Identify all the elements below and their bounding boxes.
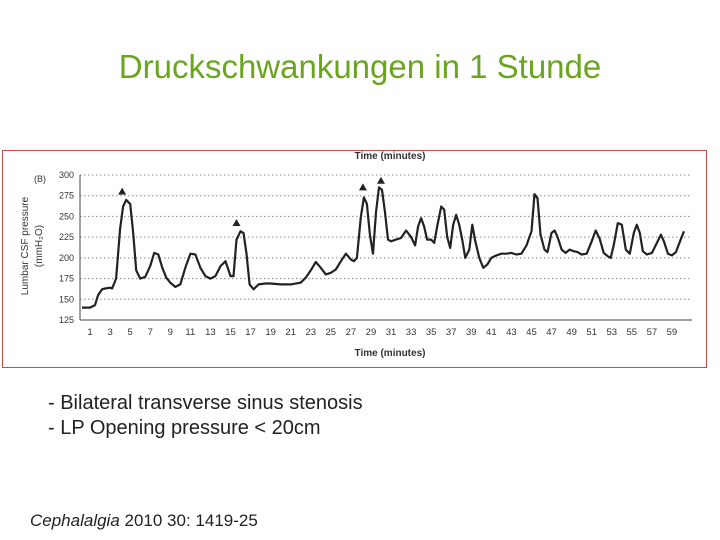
- y-tick-label: 275: [59, 191, 74, 201]
- x-tick-label: 53: [606, 327, 617, 338]
- x-tick-label: 57: [647, 327, 658, 338]
- y-tick-label: 150: [59, 294, 74, 304]
- bullet-item: - Bilateral transverse sinus stenosis: [48, 392, 363, 414]
- peak-marker: [118, 187, 127, 195]
- x-tick-label: 19: [265, 327, 276, 338]
- x-tick-label: 25: [326, 327, 337, 338]
- x-tick-label: 41: [486, 327, 497, 338]
- csf-pressure-figure: Time (minutes) (B) Lumbar CSF pressure (…: [0, 148, 720, 370]
- x-tick-label: 1: [87, 327, 92, 338]
- x-tick-label: 13: [205, 327, 216, 338]
- y-tick-label: 250: [59, 211, 74, 221]
- y-tick-label: 125: [59, 315, 74, 325]
- x-tick-label: 47: [546, 327, 557, 338]
- x-tick-label: 21: [285, 327, 296, 338]
- citation-details: 2010 30: 1419-25: [119, 511, 258, 530]
- x-tick-label: 51: [586, 327, 597, 338]
- csf-pressure-chart: Time (minutes) (B) Lumbar CSF pressure (…: [20, 151, 692, 359]
- x-tick-label: 3: [107, 327, 112, 338]
- x-tick-label: 29: [366, 327, 377, 338]
- citation: Cephalalgia 2010 30: 1419-25: [30, 511, 258, 531]
- x-tick-label: 35: [426, 327, 437, 338]
- x-tick-label: 55: [627, 327, 638, 338]
- x-tick-label: 39: [466, 327, 477, 338]
- x-axis-label: Time (minutes): [355, 348, 426, 359]
- x-tick-label: 45: [526, 327, 537, 338]
- bullet-item: - LP Opening pressure < 20cm: [48, 417, 321, 439]
- axes: [79, 175, 692, 321]
- x-tick-label: 31: [386, 327, 397, 338]
- x-tick-label: 15: [225, 327, 236, 338]
- x-tick-label: 11: [185, 327, 195, 338]
- x-tick-label: 37: [446, 327, 457, 338]
- panel-label: (B): [34, 174, 46, 184]
- y-tick-label: 300: [59, 170, 74, 180]
- x-tick-label: 33: [406, 327, 417, 338]
- csf-pressure-line: [82, 186, 686, 309]
- x-tick-label: 23: [305, 327, 316, 338]
- pressure-line-layer: [82, 186, 686, 309]
- peak-marker: [232, 219, 241, 227]
- x-tick-label: 27: [346, 327, 357, 338]
- bullet-list: - Bilateral transverse sinus stenosis - …: [48, 391, 363, 441]
- slide-title: Druckschwankungen in 1 Stunde: [118, 48, 602, 85]
- figure-border: [2, 150, 707, 368]
- y-axis-label-line2: (mmH₂O): [34, 225, 45, 267]
- y-axis-label-line1: Lumbar CSF pressure: [20, 196, 31, 295]
- x-tick-label: 49: [566, 327, 577, 338]
- peak-marker: [376, 176, 385, 184]
- x-tick-label: 43: [506, 327, 517, 338]
- y-tick-label: 200: [59, 253, 74, 263]
- chart-top-title: Time (minutes): [355, 151, 426, 162]
- x-tick-label: 7: [148, 327, 153, 338]
- y-tick-label: 175: [59, 274, 74, 284]
- x-tick-label: 17: [245, 327, 256, 338]
- peak-markers: [118, 176, 385, 227]
- citation-journal: Cephalalgia: [30, 511, 120, 530]
- peak-marker: [358, 183, 367, 191]
- x-tick-label: 9: [168, 327, 173, 338]
- y-tick-label: 225: [59, 232, 74, 242]
- x-tick-label: 59: [667, 327, 678, 338]
- x-tick-label: 5: [128, 327, 133, 338]
